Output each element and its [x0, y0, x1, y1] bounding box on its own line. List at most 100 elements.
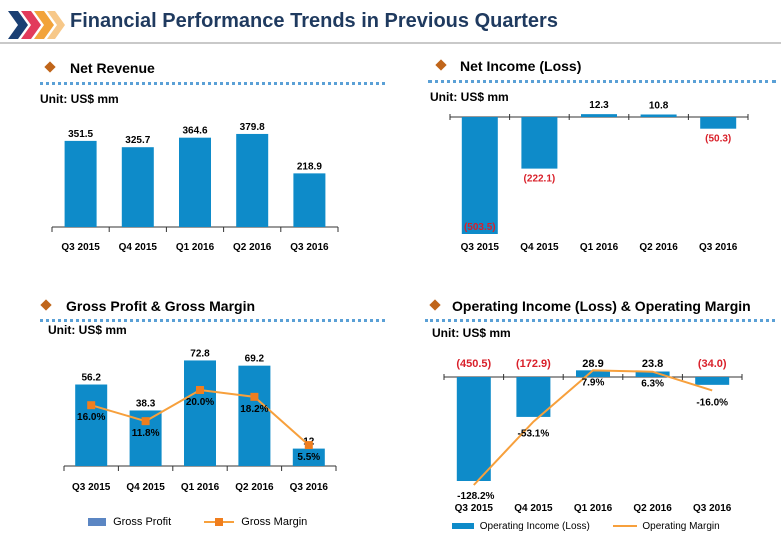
- net-revenue-divider: [40, 82, 385, 85]
- bar-value-label: 10.8: [649, 100, 669, 111]
- bar-value-label: (450.5): [456, 358, 491, 370]
- legend-item-operating-income: Operating Income (Loss): [479, 521, 590, 532]
- gross-profit-title: Gross Profit & Gross Margin: [66, 298, 256, 314]
- gross-margin-label: 11.8%: [132, 428, 160, 439]
- operating-margin-label: 7.9%: [582, 377, 605, 388]
- bar: [576, 370, 610, 377]
- diamond-bullet-icon: [429, 299, 441, 311]
- bar-value-label: 23.8: [642, 358, 663, 370]
- gross-margin-marker: [87, 401, 96, 410]
- bar: [635, 371, 670, 377]
- diamond-bullet-icon: [435, 59, 447, 71]
- legend-bar-swatch: [452, 523, 474, 530]
- gross-profit-legend: Gross Profit Gross Margin: [88, 516, 307, 528]
- gross-margin-label: 5.5%: [297, 452, 320, 463]
- bar-value-label: 38.3: [136, 398, 156, 409]
- bar-value-label: 218.9: [297, 161, 322, 172]
- bar-value-label: 364.6: [182, 126, 207, 137]
- bar: [293, 173, 326, 227]
- net-revenue-title: Net Revenue: [70, 60, 155, 76]
- x-tick-label: Q4 2015: [126, 482, 165, 493]
- page-title: Financial Performance Trends in Previous…: [70, 10, 558, 32]
- x-tick-label: Q3 2015: [461, 242, 500, 253]
- x-tick-label: Q2 2016: [639, 242, 678, 253]
- x-tick-label: Q3 2015: [455, 503, 494, 514]
- bar: [184, 360, 216, 466]
- legend-item-gross-margin: Gross Margin: [241, 516, 308, 528]
- legend-bar-swatch: [88, 518, 106, 527]
- gross-margin-marker: [250, 392, 259, 401]
- bar-value-label: (34.0): [698, 358, 727, 370]
- chevron-logo-icon: [8, 11, 65, 39]
- x-tick-label: Q1 2016: [181, 482, 220, 493]
- bar-value-label: 325.7: [125, 135, 150, 146]
- bar-value-label: 28.9: [582, 358, 603, 370]
- x-tick-label: Q3 2015: [61, 242, 100, 253]
- net-income-unit: Unit: US$ mm: [430, 90, 509, 104]
- bar: [700, 117, 737, 129]
- bar-value-label: 69.2: [245, 354, 265, 365]
- x-tick-label: Q4 2015: [514, 503, 553, 514]
- gross-margin-marker: [304, 441, 313, 450]
- legend-item-operating-margin: Operating Margin: [642, 521, 720, 532]
- bar-value-label: 379.8: [240, 122, 265, 133]
- x-tick-label: Q3 2015: [72, 482, 111, 493]
- net-revenue-unit: Unit: US$ mm: [40, 92, 119, 106]
- bar: [75, 384, 108, 466]
- bar: [292, 448, 325, 466]
- x-tick-label: Q2 2016: [233, 242, 272, 253]
- net-income-divider: [428, 80, 776, 83]
- diamond-bullet-icon: [44, 61, 56, 73]
- gross-profit-chart: 56.2 Q3 2015 38.3 Q4 2015 72.8 Q1 2016 69.2 Q2 …: [63, 348, 337, 493]
- x-tick-label: Q1 2016: [580, 242, 619, 253]
- bar: [695, 377, 730, 385]
- gross-profit-divider: [40, 319, 385, 322]
- gross-margin-label: 20.0%: [186, 397, 214, 408]
- x-tick-label: Q1 2016: [176, 242, 215, 253]
- bar: [461, 117, 498, 234]
- x-tick-label: Q2 2016: [235, 482, 274, 493]
- bar-value-label: 56.2: [81, 373, 101, 384]
- bar: [640, 114, 677, 117]
- x-tick-label: Q3 2016: [290, 482, 329, 493]
- gross-profit-unit: Unit: US$ mm: [48, 323, 127, 337]
- bar: [236, 133, 269, 227]
- bar-value-label: (222.1): [524, 174, 556, 185]
- bar: [581, 114, 617, 117]
- operating-income-chart: (450.5) Q3 2015 (172.9) Q4 2015 28.9 Q1 2016 2…: [443, 358, 743, 514]
- operating-income-unit: Unit: US$ mm: [432, 326, 511, 340]
- legend-line-swatch: [612, 525, 637, 528]
- x-tick-label: Q4 2015: [520, 242, 559, 253]
- bar: [64, 140, 97, 227]
- bar: [179, 137, 211, 227]
- bar-value-label: (503.5): [464, 222, 496, 233]
- operating-income-divider: [425, 319, 775, 322]
- net-revenue-chart: 351.5 Q3 2015 325.7 Q4 2015 364.6 Q1 2016 379.…: [51, 122, 339, 253]
- diamond-bullet-icon: [40, 299, 52, 311]
- bar-value-label: 12.3: [589, 100, 609, 111]
- x-tick-label: Q3 2016: [693, 503, 732, 514]
- bar: [521, 117, 558, 169]
- bar: [516, 377, 551, 417]
- operating-income-title: Operating Income (Loss) & Operating Marg…: [452, 298, 751, 314]
- x-tick-label: Q4 2015: [119, 242, 158, 253]
- operating-margin-label: 6.3%: [641, 379, 664, 390]
- operating-margin-label: -53.1%: [518, 429, 550, 440]
- bar: [238, 365, 271, 466]
- bar-value-label: 351.5: [68, 129, 93, 140]
- gross-margin-label: 16.0%: [77, 412, 105, 423]
- bar-value-label: 72.8: [190, 348, 210, 359]
- legend-line-swatch: [204, 518, 235, 527]
- bar: [456, 377, 491, 481]
- x-tick-label: Q3 2016: [699, 242, 738, 253]
- net-income-chart: (503.5) Q3 2015 (222.1) Q4 2015 12.3 Q1 2016 1…: [449, 100, 749, 253]
- operating-income-legend: Operating Income (Loss) Operating Margin: [452, 521, 720, 532]
- bar-value-label: (172.9): [516, 358, 551, 370]
- x-tick-label: Q1 2016: [574, 503, 613, 514]
- operating-margin-label: -128.2%: [457, 491, 494, 502]
- bar-value-label: (50.3): [705, 134, 731, 145]
- operating-margin-line: [473, 369, 713, 486]
- operating-margin-label: -16.0%: [696, 397, 728, 408]
- x-tick-label: Q3 2016: [290, 242, 329, 253]
- gross-margin-label: 18.2%: [240, 404, 268, 415]
